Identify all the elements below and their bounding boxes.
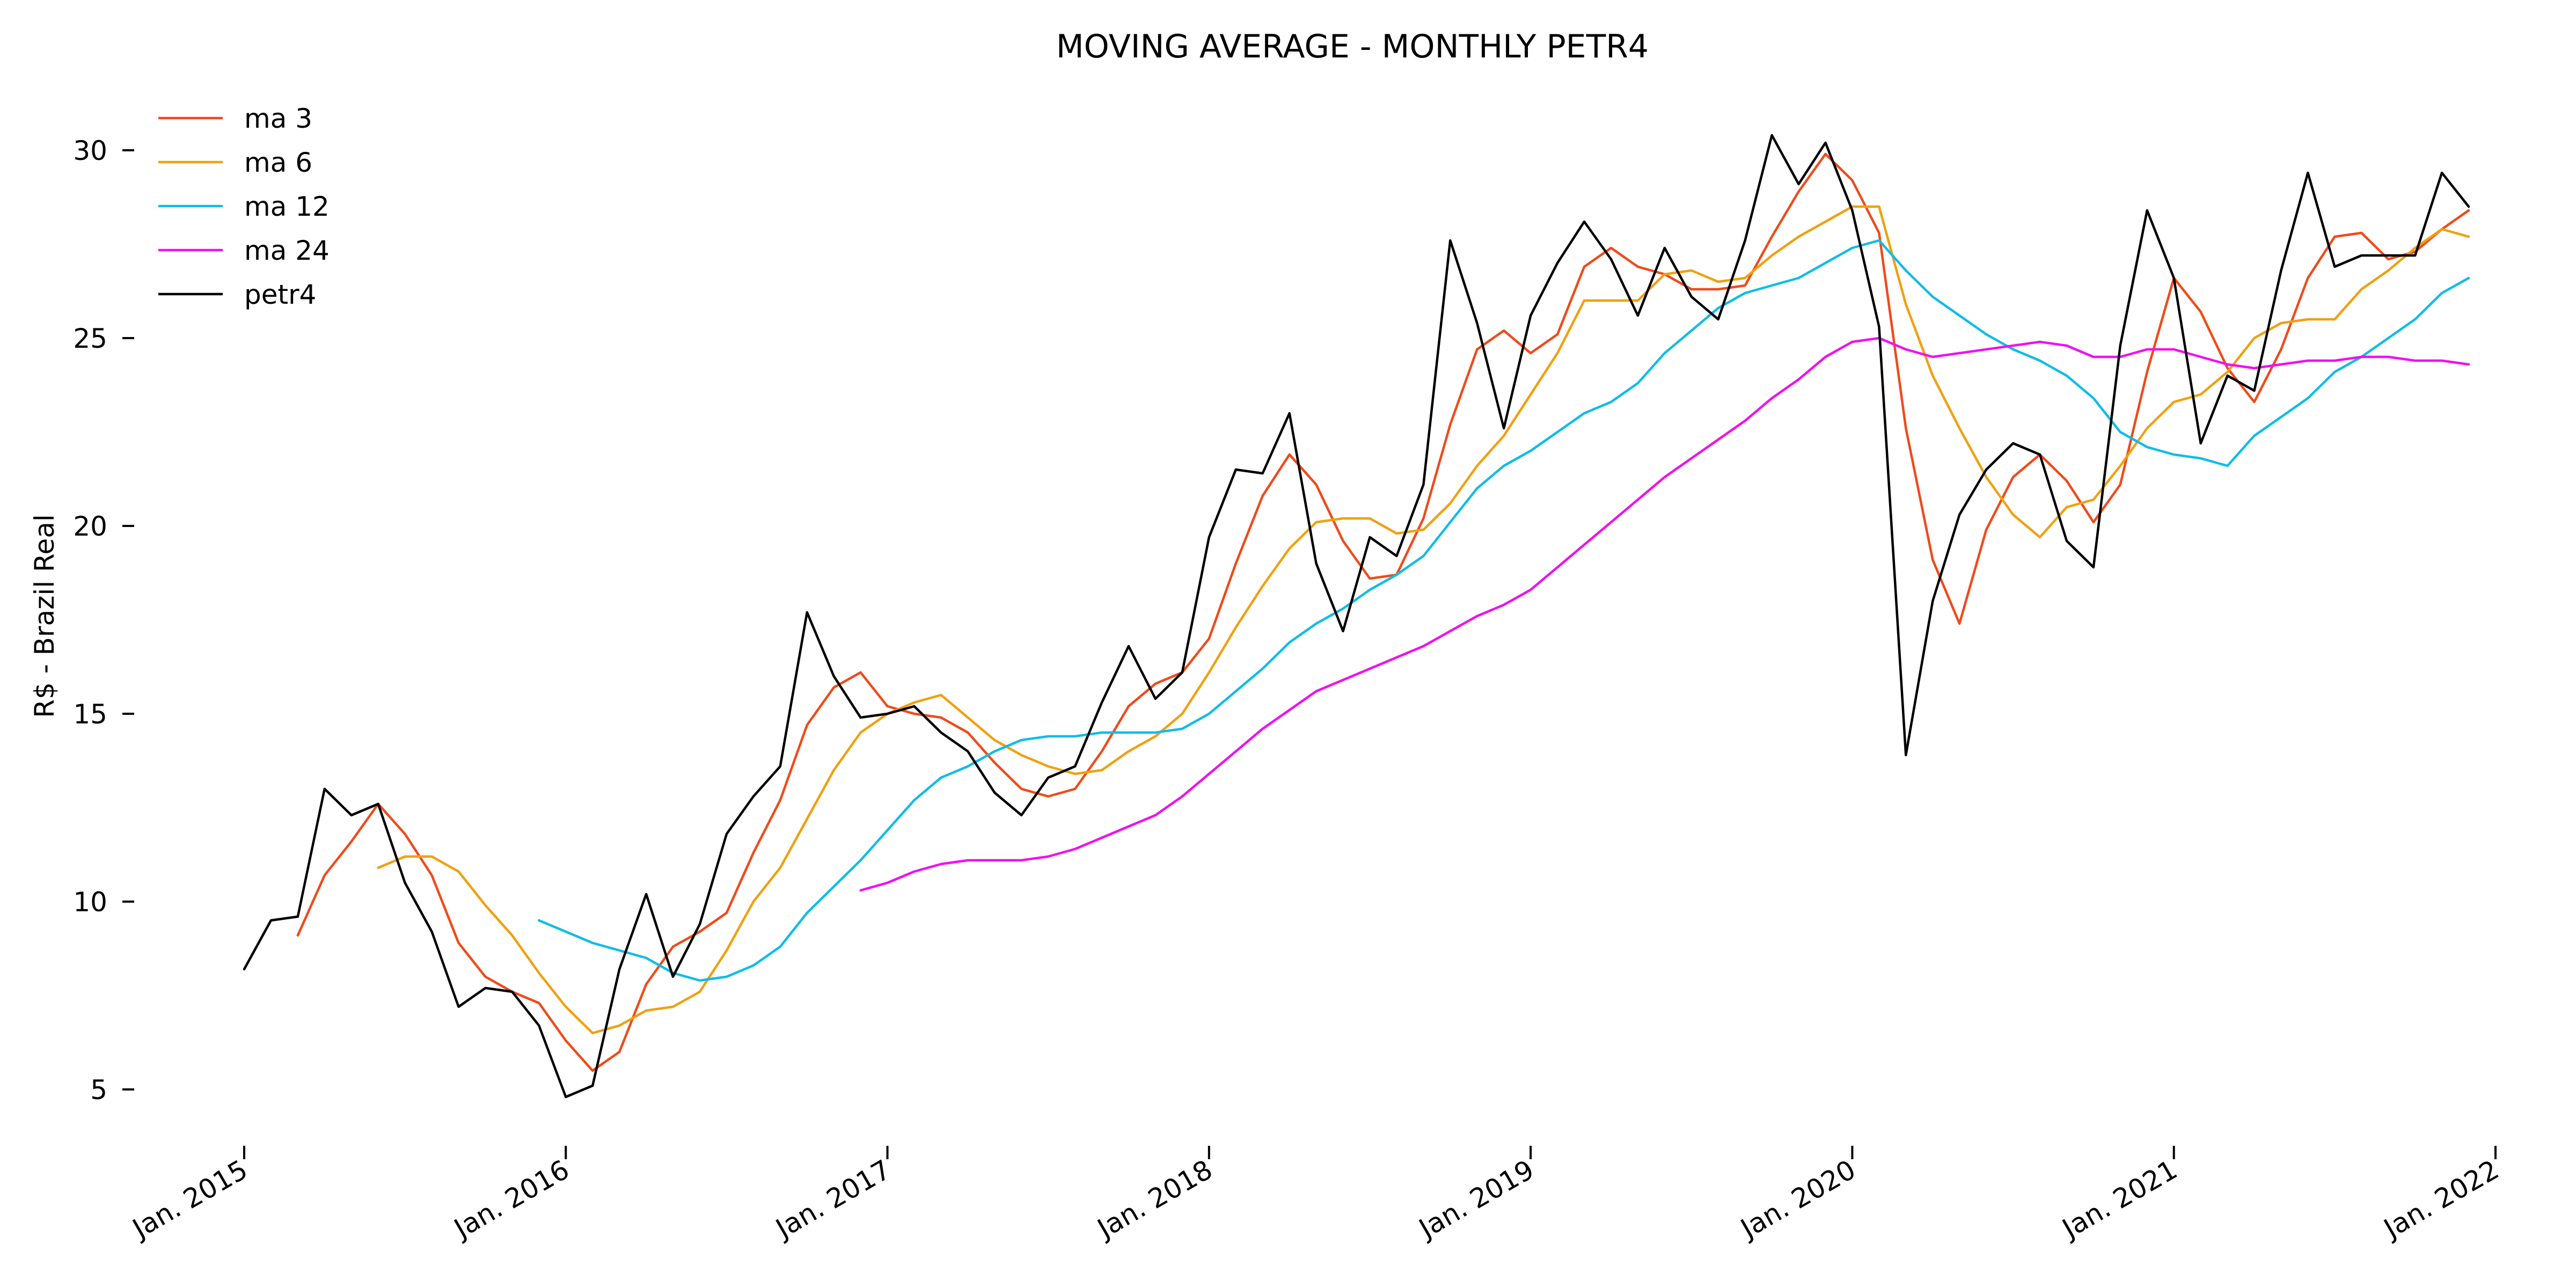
y-tick-label: 10 [73, 887, 107, 918]
x-tick-label: Jan. 2022 [2377, 1154, 2504, 1245]
series-line-ma-3 [296, 152, 2470, 1072]
series-line-ma-12 [538, 239, 2470, 982]
y-axis: 5 10 15 20 25 30 [73, 135, 134, 1106]
x-tick-label: Jan. 2020 [1734, 1154, 1861, 1245]
series-line-petr4 [243, 134, 2470, 1099]
x-axis: Jan. 2015 Jan. 2016 Jan. 2017 Jan. 2018 Jan.… [126, 1146, 2504, 1245]
x-tick-label: Jan. 2021 [2056, 1154, 2183, 1245]
legend: ma 3 ma 6 ma 12 ma 24 petr4 [158, 103, 330, 310]
series-line-ma-6 [377, 205, 2470, 1035]
x-tick-label: Jan. 2015 [126, 1154, 253, 1245]
legend-label-petr4: petr4 [244, 279, 316, 310]
x-tick-label: Jan. 2016 [448, 1154, 574, 1245]
series-line-ma-24 [859, 336, 2470, 892]
legend-label-ma-3: ma 3 [244, 103, 312, 134]
series-lines [243, 134, 2470, 1099]
y-tick-label: 15 [73, 699, 107, 730]
y-axis-label: R$ - Brazil Real [29, 514, 60, 718]
y-tick-label: 20 [73, 511, 107, 542]
legend-label-ma-24: ma 24 [244, 235, 330, 266]
y-tick-label: 30 [73, 135, 107, 166]
x-tick-label: Jan. 2019 [1413, 1154, 1539, 1245]
x-tick-label: Jan. 2018 [1091, 1154, 1218, 1245]
chart-title: MOVING AVERAGE - MONTHLY PETR4 [1056, 28, 1649, 65]
y-tick-label: 25 [73, 323, 107, 354]
legend-label-ma-12: ma 12 [244, 191, 330, 222]
x-tick-label: Jan. 2017 [769, 1154, 896, 1245]
y-tick-label: 5 [90, 1074, 107, 1106]
legend-label-ma-6: ma 6 [244, 147, 312, 178]
